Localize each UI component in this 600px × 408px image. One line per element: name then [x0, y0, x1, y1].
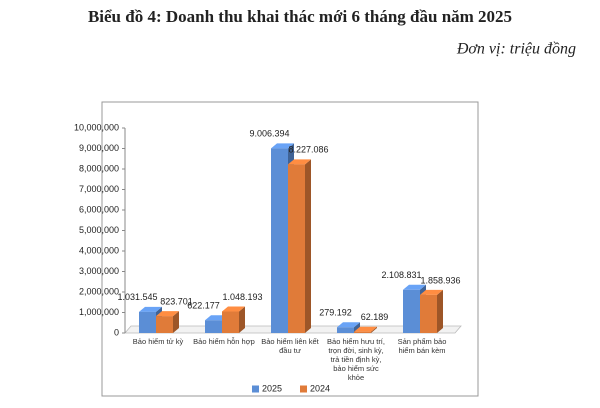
y-tick-label: 8,000,000 [79, 163, 119, 173]
value-label: 279.192 [319, 308, 352, 318]
value-label: 622.177 [187, 301, 220, 311]
bar [354, 331, 371, 333]
y-tick-label: 1,000,000 [79, 307, 119, 317]
bar [205, 320, 222, 333]
bar-top [288, 159, 311, 165]
bar-top [420, 289, 443, 295]
value-label: 1.858.936 [420, 275, 460, 285]
x-tick-label: Bảo hiểm liên kết đầu tư [261, 337, 319, 355]
x-tick-label: Bảo hiểm tử kỳ [132, 337, 184, 346]
bar-side [305, 159, 311, 333]
bar [271, 148, 288, 333]
legend-label: 2024 [310, 383, 330, 393]
value-label: 1.031.545 [117, 292, 157, 302]
bar-top [271, 143, 294, 149]
bar [288, 164, 305, 333]
x-tick-label: Bảo hiểm hưu trí, trọn đời, sinh kỳ, trả… [327, 337, 385, 382]
bar-top [337, 322, 360, 328]
x-tick-label: Bảo hiểm hỗn hợp [193, 337, 255, 346]
y-tick-label: 6,000,000 [79, 204, 119, 214]
chart-frame [101, 101, 479, 397]
y-tick-label: 4,000,000 [79, 245, 119, 255]
y-tick-label: 2,000,000 [79, 286, 119, 296]
value-label: 2.108.831 [381, 270, 421, 280]
bar-top [139, 306, 162, 312]
y-tick-label: 5,000,000 [79, 225, 119, 235]
bar [156, 316, 173, 333]
bar-side [239, 306, 245, 333]
value-label: 9.006.394 [249, 129, 289, 139]
y-tick-label: 3,000,000 [79, 266, 119, 276]
bar [420, 294, 437, 333]
value-label: 8.227.086 [288, 145, 328, 155]
bar [403, 289, 420, 333]
y-tick-label: 0 [114, 327, 119, 337]
chart-subtitle: Đơn vị: triệu đồng [456, 41, 576, 58]
bar-side [437, 289, 443, 333]
x-tick-label: Sản phẩm bảo hiểm bán kèm [397, 337, 447, 355]
bar-top [156, 311, 179, 317]
value-label: 1.048.193 [222, 292, 262, 302]
bar [222, 311, 239, 333]
bar-side [354, 322, 360, 333]
bar [139, 311, 156, 333]
bar-top [354, 326, 377, 332]
value-label: 823.701 [160, 296, 193, 306]
value-label: 62.189 [361, 312, 389, 322]
y-tick-label: 7,000,000 [79, 184, 119, 194]
legend-swatch [252, 385, 259, 393]
y-tick-label: 10,000,000 [74, 122, 119, 132]
bar-top [403, 284, 426, 290]
bar-side [371, 326, 377, 333]
chart-title: Biểu đồ 4: Doanh thu khai thác mới 6 thá… [88, 7, 512, 26]
bar-top [222, 306, 245, 312]
legend-label: 2025 [262, 383, 282, 393]
bar [337, 327, 354, 333]
y-tick-label: 9,000,000 [79, 143, 119, 153]
legend-swatch [300, 385, 307, 393]
bar-side [173, 311, 179, 333]
